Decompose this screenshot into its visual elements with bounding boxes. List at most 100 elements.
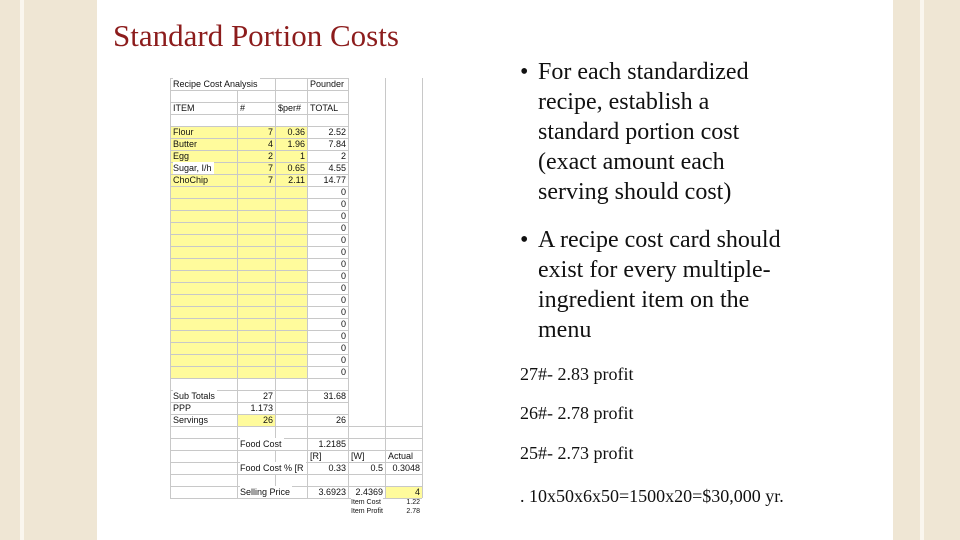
sheet-cell: 7 (267, 163, 273, 173)
sheet-cell: 7.84 (328, 139, 346, 149)
grid-line (170, 198, 348, 199)
grid-line (275, 78, 276, 498)
grid-line (170, 414, 348, 415)
bullet-line: A recipe cost card should (538, 227, 781, 253)
bullet-line: serving should cost) (538, 179, 732, 205)
grid-line (170, 498, 422, 499)
sheet-cell: Recipe Cost Analysis (173, 78, 260, 90)
bullet-dot: • (520, 59, 529, 85)
border-strip (920, 0, 924, 540)
grid-line (170, 222, 348, 223)
sheet-cell: 0 (340, 235, 346, 245)
grid-line (237, 78, 238, 498)
sheet-cell: 14.77 (323, 175, 346, 185)
sheet-cell: $per# (278, 103, 302, 113)
sheet-cell: 2 (267, 151, 273, 161)
sheet-cell: 7 (267, 127, 273, 137)
sheet-cell: 1.2185 (318, 439, 346, 449)
grid-line (170, 246, 348, 247)
grid-line (170, 306, 348, 307)
sheet-cell: Egg (173, 151, 190, 161)
note: 26#- 2.78 profit (520, 403, 634, 423)
sheet-cell: 4 (267, 139, 273, 149)
sheet-cell: 3.6923 (318, 487, 346, 497)
sheet-cell: 0 (340, 259, 346, 269)
sheet-cell: Sub Totals (173, 390, 217, 402)
sheet-cell: Food Cost (240, 438, 284, 450)
note: 27#- 2.83 profit (520, 364, 634, 384)
grid-line (170, 78, 171, 498)
grid-line (170, 402, 348, 403)
grid-line (170, 186, 348, 187)
sheet-cell: [W] (351, 451, 365, 461)
grid-line (170, 354, 348, 355)
sheet-cell: 0 (340, 295, 346, 305)
grid-line (170, 378, 348, 379)
sheet-cell: Servings (173, 415, 209, 425)
sheet-cell: 0.65 (287, 163, 305, 173)
bullet-line: ingredient item on the (538, 287, 750, 313)
sheet-cell: 1.173 (250, 403, 273, 413)
sheet-cell: 4.55 (328, 163, 346, 173)
sheet-cell: 2.78 (406, 508, 420, 515)
sheet-cell: 0.33 (328, 463, 346, 473)
grid-line (385, 78, 386, 498)
grid-line (170, 474, 422, 475)
grid-line (348, 78, 349, 498)
sheet-cell: 0 (340, 307, 346, 317)
bullet-line: (exact amount each (538, 149, 725, 175)
grid-line (170, 162, 348, 163)
grid-line (170, 114, 348, 115)
grid-line (170, 138, 348, 139)
sheet-cell: 0 (340, 223, 346, 233)
grid-line (422, 78, 423, 498)
sheet-cell: 31.68 (323, 391, 346, 401)
bullet: • For each standardized recipe, establish … (520, 57, 749, 207)
grid-line (170, 102, 348, 103)
sheet-cell: # (240, 103, 246, 113)
sheet-cell: 1.22 (406, 499, 420, 506)
grid-line (170, 342, 348, 343)
note: 25#- 2.73 profit (520, 443, 634, 463)
sheet-cell: 1.96 (287, 139, 305, 149)
sheet-cell: Item Profit (351, 507, 385, 516)
grid-line (170, 366, 348, 367)
grid-line (170, 282, 348, 283)
sheet-cell: Actual (388, 451, 414, 461)
bullet-line: recipe, establish a (538, 89, 710, 115)
sheet-cell: 2.11 (288, 175, 305, 185)
grid-line (170, 450, 422, 451)
grid-line (170, 174, 348, 175)
sheet-cell: Selling Price (240, 486, 293, 498)
grid-line (170, 486, 422, 487)
sheet-cell: 4 (414, 487, 420, 497)
sheet-cell: 0 (340, 331, 346, 341)
bullet-dot: • (520, 227, 529, 253)
input-fill (385, 486, 422, 498)
sheet-cell: Flour (173, 127, 194, 137)
sheet-cell: Sugar, I/h (173, 162, 214, 174)
grid-line (170, 318, 348, 319)
grid-line (170, 270, 348, 271)
sheet-cell: Pounder (310, 79, 345, 89)
grid-line (170, 438, 422, 439)
sheet-cell: 0 (340, 271, 346, 281)
sheet-cell: 0 (340, 247, 346, 257)
sheet-cell: 0.5 (370, 463, 383, 473)
sheet-cell: 26 (335, 415, 346, 425)
input-fill (237, 414, 275, 426)
bullet-line: standard portion cost (538, 119, 740, 145)
bullet: • A recipe cost card should exist for ever… (520, 225, 781, 345)
sheet-cell: 0 (340, 199, 346, 209)
sheet-cell: 27 (262, 391, 273, 401)
sheet-cell: 2.52 (328, 127, 346, 137)
bullet-line: exist for every multiple- (538, 257, 771, 283)
sheet-cell: 0 (340, 367, 346, 377)
sheet-cell: ChoChip (173, 175, 209, 185)
grid-line (170, 150, 348, 151)
bullet-line: For each standardized (538, 59, 749, 85)
sheet-cell: [R] (310, 451, 322, 461)
sheet-cell: Food Cost % [R (240, 462, 306, 474)
sheet-cell: Butter (173, 139, 198, 149)
